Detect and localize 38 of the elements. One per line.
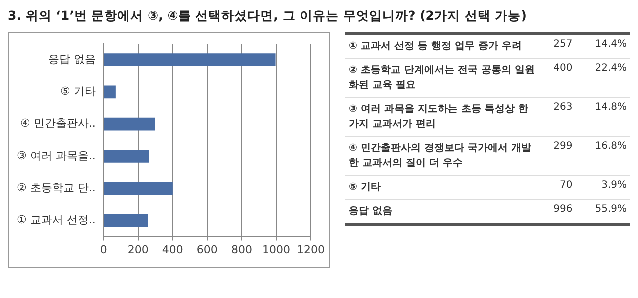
y-tick-label: ④ 민간출판사.. <box>20 117 96 130</box>
text: 응답 없음 <box>348 205 394 219</box>
text: 22.4% <box>594 62 628 76</box>
text: 257 <box>552 38 574 52</box>
text: 14.4% <box>594 38 628 52</box>
y-tick-label: ① 교과서 선정.. <box>16 214 96 227</box>
text: 3.9% <box>600 179 628 193</box>
y-tick-label: ③ 여러 과목을.. <box>16 149 96 162</box>
bar <box>104 118 156 131</box>
text: 263 <box>552 101 574 115</box>
text: 299 <box>552 140 574 154</box>
text: 400 <box>552 62 574 76</box>
bar <box>104 54 276 66</box>
x-tick-label: 1000 <box>262 243 290 256</box>
bar <box>104 214 148 228</box>
text: 16.8% <box>594 140 628 154</box>
x-tick-label: 200 <box>128 243 149 256</box>
x-tick-label: 800 <box>231 243 252 256</box>
bar <box>104 86 116 99</box>
x-tick-label: 400 <box>162 243 184 256</box>
text: ⑤ 기타 <box>348 181 382 195</box>
text: ① 교과서 선정 등 행정 업무 증가 우려 <box>348 40 523 54</box>
y-tick-label: 응답 없음 <box>48 52 96 66</box>
text: 55.9% <box>594 203 628 217</box>
chart-title: 3. 위의 ‘1’번 문항에서 ③, ④를 선택하셨다면, 그 이유는 무엇입니까? (2가지 선택 가능) <box>8 8 527 25</box>
x-tick-label: 0 <box>100 243 108 256</box>
y-tick-label: ⑤ 기타 <box>60 85 96 98</box>
text: ② 초등학교 단계에서는 전국 공통의 일원화된 교육 필요 <box>348 64 536 93</box>
bar <box>104 182 173 196</box>
text: ④ 민간출판사의 경쟁보다 국가에서 개발한 교과서의 질이 더 우수 <box>348 142 532 171</box>
y-tick-label: ② 초등학교 단.. <box>16 181 96 194</box>
text: ③ 여러 과목을 지도하는 초등 특성상 한 가지 교과서가 편리 <box>348 103 530 132</box>
text: 14.8% <box>594 101 628 115</box>
text: 70 <box>559 179 574 193</box>
text: 996 <box>552 203 574 217</box>
bar <box>104 150 150 163</box>
x-tick-label: 1200 <box>297 243 326 256</box>
x-tick-label: 600 <box>196 243 218 256</box>
